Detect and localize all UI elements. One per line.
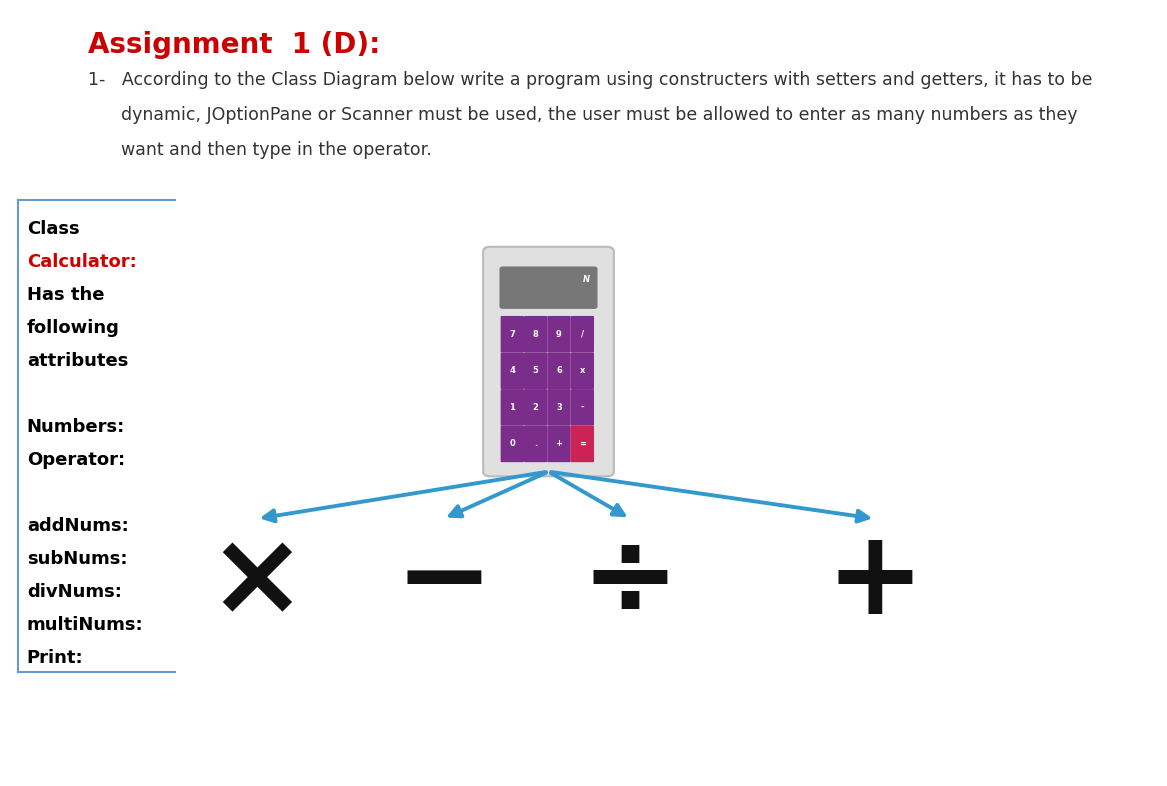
Text: =: = [579,439,586,448]
Text: 5: 5 [532,366,539,375]
FancyBboxPatch shape [501,352,524,389]
FancyBboxPatch shape [524,352,547,389]
Text: 0: 0 [510,439,515,448]
Text: attributes: attributes [27,352,128,370]
Text: Calculator:: Calculator: [27,253,137,271]
Text: ÷: ÷ [581,524,679,639]
Text: x: x [580,366,585,375]
FancyBboxPatch shape [547,389,571,425]
Text: +: + [555,439,562,448]
FancyBboxPatch shape [524,425,547,462]
Text: 4: 4 [509,366,516,375]
FancyBboxPatch shape [571,316,594,352]
Text: −: − [394,524,492,639]
FancyBboxPatch shape [524,316,547,352]
FancyBboxPatch shape [571,425,594,462]
Text: /: / [581,330,584,339]
Text: Class: Class [27,220,79,238]
FancyBboxPatch shape [524,389,547,425]
Text: 7: 7 [510,330,515,339]
FancyBboxPatch shape [499,266,598,309]
Text: Print:: Print: [27,649,84,667]
Text: 9: 9 [557,330,561,339]
FancyBboxPatch shape [547,352,571,389]
FancyBboxPatch shape [547,425,571,462]
FancyBboxPatch shape [547,316,571,352]
Text: -: - [580,403,585,412]
Text: multiNums:: multiNums: [27,616,144,634]
Text: dynamic, JOptionPane or Scanner must be used, the user must be allowed to enter : dynamic, JOptionPane or Scanner must be … [88,106,1077,124]
Text: subNums:: subNums: [27,550,127,568]
Text: 3: 3 [557,403,561,412]
Text: want and then type in the operator.: want and then type in the operator. [88,141,432,160]
Text: 8: 8 [533,330,538,339]
FancyBboxPatch shape [501,389,524,425]
Text: 1: 1 [509,403,516,412]
Text: N: N [582,275,589,284]
Text: following: following [27,319,120,337]
FancyBboxPatch shape [501,316,524,352]
FancyBboxPatch shape [501,425,524,462]
Text: 2: 2 [532,403,539,412]
FancyBboxPatch shape [571,389,594,425]
Text: +: + [826,524,924,639]
FancyBboxPatch shape [483,247,614,476]
Text: .: . [534,439,537,448]
Text: divNums:: divNums: [27,583,121,601]
Text: Numbers:: Numbers: [27,418,125,436]
Text: Assignment  1 (D):: Assignment 1 (D): [88,31,379,60]
Text: ×: × [208,524,306,639]
Text: addNums:: addNums: [27,517,128,535]
Text: 1-   According to the Class Diagram below write a program using constructers wit: 1- According to the Class Diagram below … [88,71,1092,89]
Text: 6: 6 [555,366,562,375]
Text: Operator:: Operator: [27,451,125,469]
Text: Has the: Has the [27,286,104,304]
FancyBboxPatch shape [571,352,594,389]
